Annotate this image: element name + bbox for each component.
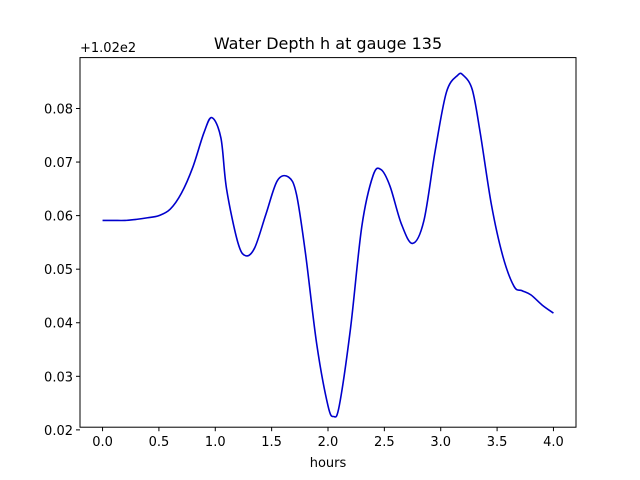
x-tick-label: 1.0 — [205, 435, 226, 450]
y-tick-label: 0.05 — [44, 263, 73, 278]
x-tick-label: 0.0 — [92, 435, 113, 450]
y-tick-label: 0.04 — [44, 317, 73, 332]
y-tick-label: 0.02 — [44, 424, 73, 439]
x-tick-label: 3.0 — [430, 435, 451, 450]
x-tick-label: 1.5 — [261, 435, 282, 450]
y-tick-label: 0.06 — [44, 210, 73, 225]
plot-area: 0.0 0.5 1.0 1.5 2.0 2.5 3.0 3.5 4.0 0.02 0.03 0.04 0… — [44, 72, 564, 450]
y-offset-label: +1.02e2 — [80, 41, 136, 56]
axes-frame — [79, 57, 577, 428]
x-tick-label: 4.0 — [543, 435, 564, 450]
series-line — [102, 72, 554, 418]
x-tick-label: 0.5 — [149, 435, 170, 450]
x-tick-label: 2.0 — [318, 435, 339, 450]
x-tick-label: 2.5 — [374, 435, 395, 450]
x-axis-label: hours — [310, 456, 347, 471]
x-tick-label: 3.5 — [487, 435, 508, 450]
y-tick-label: 0.07 — [44, 156, 73, 171]
y-tick-label: 0.08 — [44, 102, 73, 117]
chart-title: Water Depth h at gauge 135 — [214, 34, 442, 53]
y-tick-label: 0.03 — [44, 370, 73, 385]
